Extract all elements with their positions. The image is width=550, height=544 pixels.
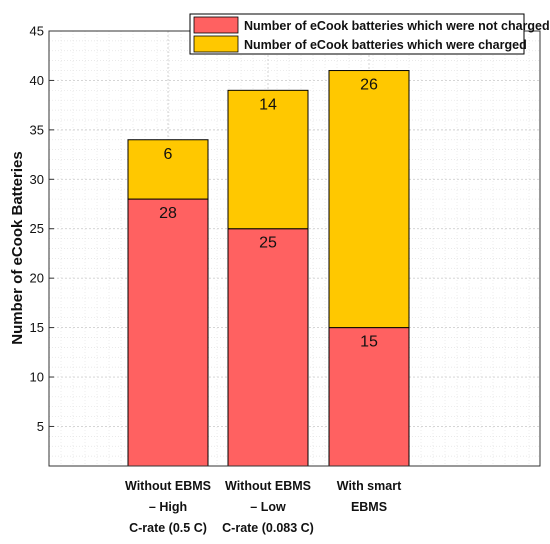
data-label: 14 (259, 96, 277, 113)
y-tick-label: 30 (30, 172, 44, 187)
bar-segment (127, 139, 209, 200)
x-tick-label: EBMS (351, 500, 387, 514)
x-tick-label: – Low (250, 500, 286, 514)
data-label: 6 (164, 146, 173, 163)
y-tick-label: 45 (30, 24, 44, 39)
bar-segment (227, 89, 309, 230)
axes: 5 10 15 20 25 30 35 40 45 Without EBMS – High C-rat… (30, 24, 541, 535)
data-label: 15 (360, 334, 378, 351)
y-tick-label: 40 (30, 73, 44, 88)
y-tick-label: 35 (30, 122, 44, 137)
data-label: 26 (360, 77, 378, 94)
bars (127, 70, 410, 467)
bar-segment (328, 70, 410, 329)
data-labels: 28 6 25 14 15 26 (159, 77, 378, 351)
x-tick-label: Without EBMS (225, 479, 311, 493)
y-tick-label: 10 (30, 370, 44, 385)
x-tick-label: Without EBMS (125, 479, 211, 493)
y-tick-label: 20 (30, 271, 44, 286)
legend-label: Number of eCook batteries which were not… (244, 19, 550, 33)
y-tick-label: 5 (37, 419, 44, 434)
legend-box (189, 13, 525, 55)
y-tick-label: 15 (30, 320, 44, 335)
x-tick-label: C-rate (0.083 C) (222, 521, 314, 535)
data-label: 28 (159, 205, 177, 222)
x-tick-label: With smart (337, 479, 402, 493)
legend-label: Number of eCook batteries which were cha… (244, 38, 527, 52)
legend-swatch (193, 16, 239, 34)
legend: Number of eCook batteries which were not… (189, 13, 550, 55)
bar-segment (227, 228, 309, 467)
legend-swatch (193, 35, 239, 53)
data-label: 25 (259, 235, 277, 252)
bar-segment (127, 198, 209, 467)
y-tick-label: 25 (30, 221, 44, 236)
x-tick-label: C-rate (0.5 C) (129, 521, 207, 535)
y-axis-label: Number of eCook Batteries (9, 151, 26, 344)
x-tick-label: – High (149, 500, 187, 514)
